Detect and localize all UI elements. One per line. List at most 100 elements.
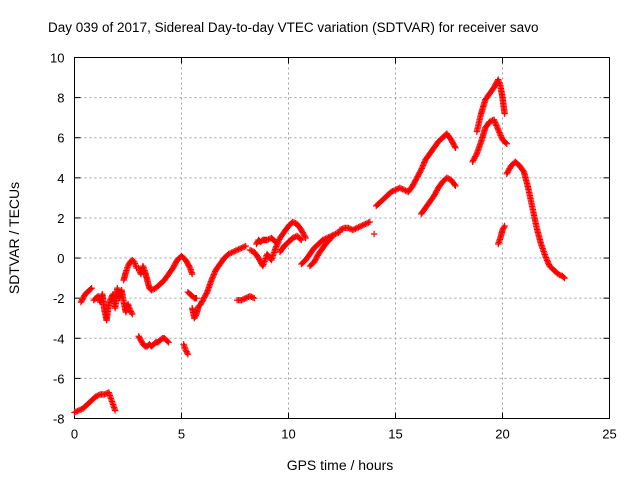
data-point [362,220,369,228]
data-point [148,286,155,294]
y-tick-label: -2 [53,291,65,306]
data-point [452,144,459,151]
data-point [209,274,216,281]
data-point [243,294,251,301]
series-arc-1 [71,389,119,416]
data-point [210,271,218,278]
data-point [128,309,135,317]
data-point [246,246,254,254]
data-point [263,236,271,244]
series-arc-3 [90,284,136,324]
data-point [358,222,365,230]
series-arc-18 [373,130,459,210]
data-point [500,224,508,231]
data-point [95,391,102,399]
data-point [88,284,95,292]
data-point [545,260,552,267]
y-tick-label: -6 [53,371,65,386]
series-arc-2 [77,284,95,306]
data-point [543,257,551,264]
data-point [560,273,567,281]
data-point [502,139,509,146]
data-point [496,129,503,136]
series-arc-19 [417,174,459,218]
data-point [495,127,503,135]
data-layer [71,76,568,416]
data-point [72,408,80,416]
series-arc-21 [473,76,508,135]
data-point [451,143,458,150]
data-point [370,230,378,238]
data-point [226,250,234,257]
data-point [229,248,237,256]
y-tick-label: -8 [53,412,65,427]
data-point [389,188,396,195]
series-arc-9 [184,288,200,302]
data-point [417,166,425,174]
data-point [501,110,508,117]
y-tick-label: 6 [57,131,64,146]
data-point [246,292,254,300]
data-point [232,247,239,254]
data-point [233,246,241,254]
data-point [87,285,94,293]
data-point [443,174,451,182]
data-point [544,258,551,265]
data-point [186,263,193,270]
data-point [472,151,480,159]
data-point [392,186,399,194]
data-point [333,230,341,237]
data-point [353,224,361,232]
data-point [211,269,218,277]
data-point [338,226,345,233]
data-point [420,160,427,168]
data-point [542,252,549,260]
data-point [339,225,346,232]
y-tick-label: 2 [57,211,64,226]
data-point [491,117,498,125]
data-point [272,244,279,252]
data-point [360,221,368,228]
data-point [242,242,249,250]
data-point [235,246,242,253]
data-point [419,163,426,171]
data-point [238,244,245,252]
series-arc-4 [120,256,140,284]
data-point [289,234,296,242]
data-point [248,293,255,301]
data-point [271,237,278,245]
data-point [491,119,499,126]
data-point [330,231,338,238]
series-arc-13 [276,232,305,256]
data-point [249,294,257,301]
data-point [165,339,172,346]
data-point [272,238,279,246]
series-arc-17 [370,230,378,238]
data-point [543,255,550,263]
data-point [451,181,458,188]
data-point [542,254,550,261]
x-axis-label: GPS time / hours [287,457,394,473]
data-point [328,234,335,242]
data-point [203,290,210,297]
data-point [301,233,309,240]
data-point [94,392,101,399]
data-point [492,120,499,128]
data-point [210,272,217,280]
data-point [366,218,374,226]
data-point [319,236,326,244]
data-point [289,218,296,226]
data-point [74,407,81,415]
series-arc-11 [246,218,309,270]
data-point [298,236,305,244]
data-point [71,409,78,416]
y-tick-label: 10 [50,51,64,66]
data-point [350,226,358,233]
series-arc-16 [336,218,374,234]
data-point [421,159,428,166]
series-arc-6 [135,252,196,294]
data-point [388,188,395,196]
data-point [238,296,245,304]
data-point [193,294,200,302]
data-point [225,250,232,258]
